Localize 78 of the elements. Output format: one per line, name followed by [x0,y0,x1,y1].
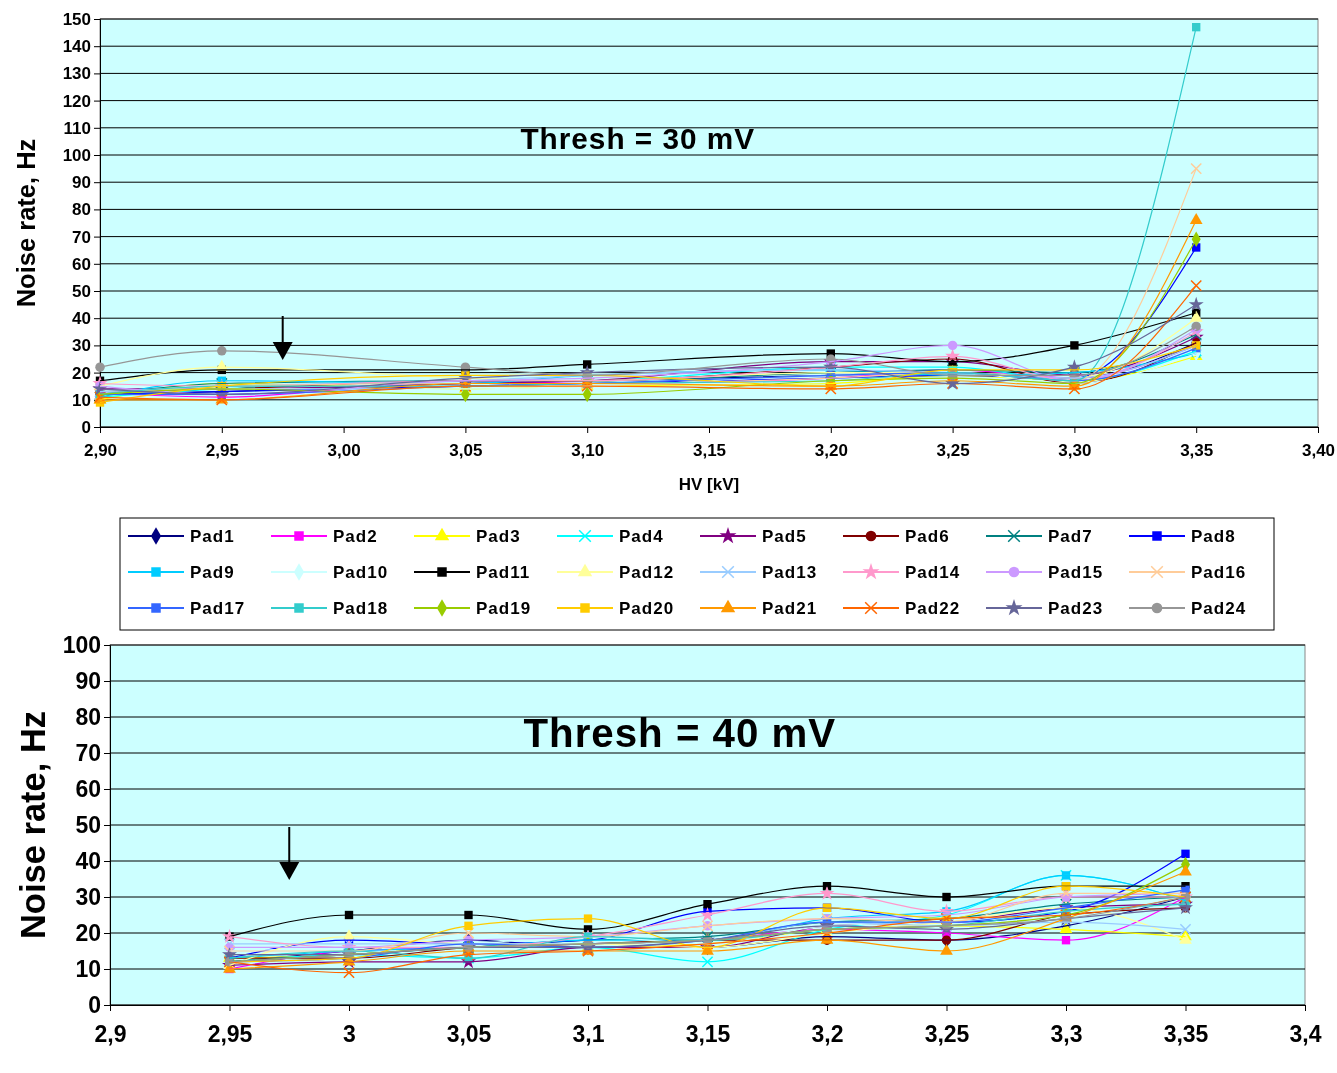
y-tick-label: 40 [72,309,91,329]
text: Thresh = 40 mV [523,710,837,756]
legend-label: Pad15 [1048,563,1104,582]
y-tick-label: 0 [81,417,91,437]
legend-label: Pad6 [905,527,950,546]
y-tick-label: 130 [62,64,91,84]
y-tick-label: 10 [75,955,101,982]
y-tick-label: 20 [75,919,101,946]
legend-label: Pad23 [1048,599,1104,618]
y-axis-title: Noise rate, Hz [14,710,52,940]
x-tick-label: 3,10 [571,441,605,461]
legend-label: Pad20 [619,599,675,618]
text: Thresh = 30 mV [520,122,756,156]
y-tick-label: 0 [88,991,101,1018]
y-tick-label: 30 [75,883,101,910]
y-tick-label: 90 [75,667,101,694]
legend-label: Pad11 [476,563,531,582]
x-tick-label: 3,3 [1050,1020,1083,1047]
legend-label: Pad18 [333,599,389,618]
legend-label: Pad21 [762,599,818,618]
x-tick-label: 3,00 [327,441,361,461]
legend-label: Pad8 [1191,527,1236,546]
legend-label: Pad5 [762,527,807,546]
x-tick-label: 3,30 [1058,441,1092,461]
x-tick-label: 3,2 [811,1020,844,1047]
y-tick-label: 40 [75,847,101,874]
y-tick-label: 30 [72,336,91,356]
x-tick-label: 3,4 [1289,1020,1322,1047]
legend-label: Pad17 [190,599,246,618]
x-tick-label: 3,35 [1163,1020,1209,1047]
y-axis-title: Noise rate, Hz [12,138,40,308]
legend-label: Pad12 [619,563,675,582]
x-tick-label: 3,05 [446,1020,492,1047]
y-tick-label: 60 [72,254,91,274]
legend-label: Pad7 [1048,527,1093,546]
legend-label: Pad14 [905,563,961,582]
y-tick-label: 70 [75,739,101,766]
legend-label: Pad4 [619,527,664,546]
x-tick-label: 3,05 [449,441,483,461]
x-axis-title: HV [kV] [678,475,740,494]
y-tick-label: 150 [62,9,91,29]
x-tick-label: 2,95 [205,441,239,461]
x-tick-label: 3,25 [936,441,970,461]
x-tick-label: 3,1 [572,1020,605,1047]
y-tick-label: 10 [72,390,91,410]
legend-label: Pad24 [1191,599,1247,618]
x-tick-label: 2,95 [207,1020,253,1047]
y-tick-label: 140 [62,37,91,57]
legend-label: Pad2 [333,527,378,546]
legend-label: Pad16 [1191,563,1247,582]
legend-label: Pad9 [190,563,235,582]
legend-label: Pad13 [762,563,818,582]
x-tick-label: 3 [343,1020,356,1047]
x-tick-label: 2,9 [94,1020,127,1047]
legend-label: Pad22 [905,599,961,618]
y-tick-label: 70 [72,227,91,247]
legend-label: Pad3 [476,527,521,546]
y-tick-label: 50 [75,811,101,838]
y-tick-label: 120 [62,91,91,111]
y-tick-label: 60 [75,775,101,802]
x-tick-label: 3,15 [692,441,727,461]
y-tick-label: 20 [72,363,91,383]
x-tick-label: 3,25 [924,1020,970,1047]
legend-label: Pad19 [476,599,532,618]
legend-label: Pad1 [190,527,235,546]
y-tick-label: 100 [62,631,101,658]
y-tick-label: 110 [63,118,91,138]
y-tick-label: 80 [72,200,91,220]
y-tick-label: 90 [72,173,91,193]
y-tick-label: 50 [72,281,91,301]
y-tick-label: 100 [62,145,91,165]
y-tick-label: 80 [75,703,101,730]
x-tick-label: 3,20 [814,441,848,461]
legend-label: Pad10 [333,563,389,582]
x-tick-label: 2,90 [83,441,118,461]
x-tick-label: 3,40 [1301,441,1336,461]
x-tick-label: 3,35 [1180,441,1214,461]
x-tick-label: 3,15 [685,1020,731,1047]
